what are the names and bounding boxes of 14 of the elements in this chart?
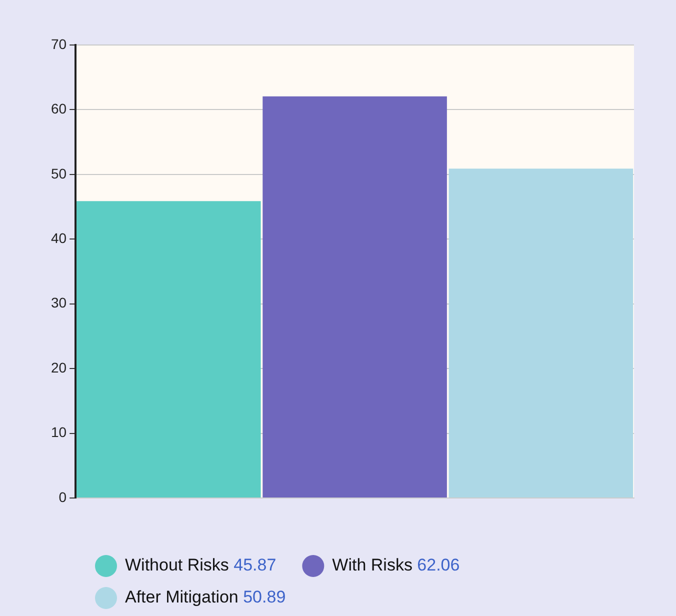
y-tick-label: 50 [50,165,67,182]
y-tick-label: 0 [58,488,67,505]
y-tick-label: 70 [50,36,67,52]
y-tick-label: 40 [50,230,67,246]
legend-label: Without Risks [125,556,229,575]
legend-label: After Mitigation [125,588,238,607]
text: 62.06 [412,556,460,575]
y-tick-label: 60 [50,100,67,117]
text: 50.89 [238,588,286,607]
legend-label: With Risks [332,556,412,575]
y-tick-label: 10 [50,424,67,440]
y-tick-label: 30 [50,294,67,311]
y-tick-label: 20 [50,359,67,376]
text: 45.87 [228,556,276,575]
